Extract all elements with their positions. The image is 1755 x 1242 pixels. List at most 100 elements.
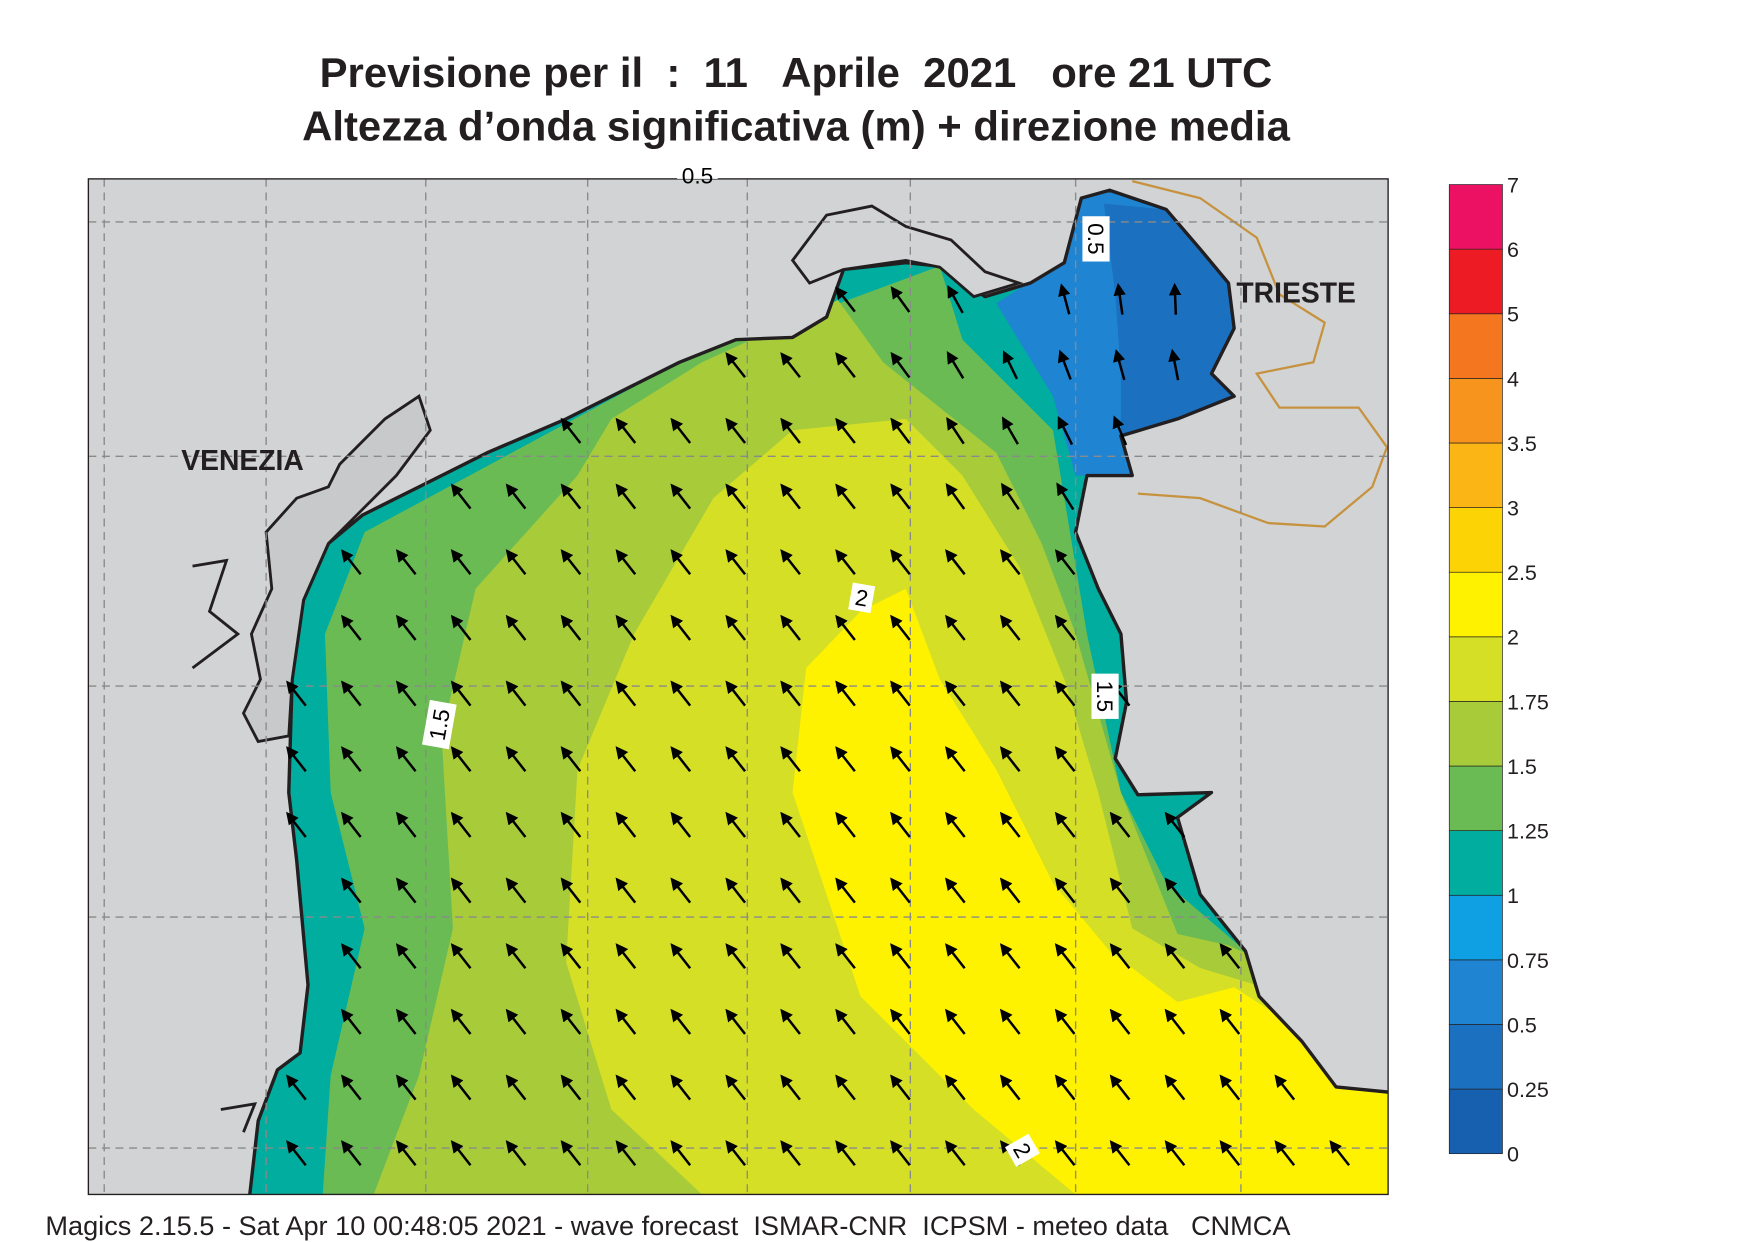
direction-arrow: [1058, 283, 1071, 315]
footer: Magics 2.15.5 - Sat Apr 10 00:48:05 2021…: [45, 1210, 1291, 1241]
direction-arrow: [946, 350, 965, 379]
direction-arrow: [890, 1140, 911, 1167]
direction-arrow: [945, 680, 966, 707]
direction-arrow: [505, 877, 527, 904]
direction-arrow: [341, 943, 362, 970]
direction-arrow: [890, 680, 911, 707]
direction-arrow: [835, 417, 856, 444]
direction-arrow: [780, 549, 801, 576]
colorbar: 0 0.25 0.5 0.75 1 1.25 1.5 1.75 2 2.5 3 3.5 4 5 6 7: [1448, 173, 1549, 1167]
direction-arrow: [670, 680, 692, 707]
title: Previsione per il : 11 Aprile 2021 ore 2…: [320, 49, 1273, 96]
direction-arrow: [725, 417, 747, 444]
direction-arrow: [615, 1074, 637, 1101]
direction-arrow: [1109, 1074, 1131, 1101]
direction-arrow: [1219, 1008, 1241, 1035]
direction-arrow: [615, 943, 637, 970]
direction-arrow: [615, 614, 637, 641]
direction-arrow: [1109, 811, 1131, 838]
direction-arrow: [615, 680, 637, 707]
colorbar-bin: [1448, 184, 1503, 250]
direction-arrow: [999, 614, 1021, 641]
contour-label: 0.5: [682, 163, 713, 188]
grid: [88, 178, 1389, 1195]
contour-label: 1.5: [425, 707, 455, 742]
direction-arrow: [725, 680, 747, 707]
direction-arrow: [286, 1140, 307, 1167]
direction-arrow: [450, 1140, 472, 1167]
direction-arrow: [395, 877, 417, 904]
colorbar-bin: [1448, 959, 1503, 1025]
direction-arrow: [835, 1140, 856, 1167]
direction-arrow: [670, 746, 692, 773]
direction-arrow: [945, 1074, 966, 1101]
border: [1131, 180, 1389, 528]
direction-arrow: [999, 1008, 1021, 1035]
direction-arrow: [1054, 614, 1076, 641]
direction-arrow: [1164, 1074, 1186, 1101]
direction-arrow: [780, 1140, 801, 1167]
direction-arrow: [835, 811, 856, 838]
direction-arrow: [670, 811, 692, 838]
direction-arrow: [615, 417, 637, 444]
direction-arrow: [450, 614, 472, 641]
direction-arrow: [1168, 348, 1181, 381]
direction-arrow: [890, 943, 911, 970]
colorbar-label: 1.5: [1507, 755, 1537, 779]
colorbar-bin: [1448, 701, 1503, 767]
direction-arrow: [341, 1140, 362, 1167]
direction-arrow: [1219, 1140, 1241, 1167]
direction-arrow: [560, 614, 582, 641]
direction-arrow: [1109, 877, 1131, 904]
direction-arrow: [505, 1074, 527, 1101]
direction-arrow: [1054, 877, 1076, 904]
direction-arrow: [670, 614, 692, 641]
colorbar-label: 1.25: [1507, 820, 1549, 844]
direction-arrow: [1274, 1140, 1296, 1167]
colorbar-label: 0.25: [1507, 1078, 1549, 1102]
direction-arrow: [945, 1008, 966, 1035]
colorbar-bin: [1448, 378, 1503, 444]
direction-arrow: [1054, 943, 1076, 970]
direction-arrow: [835, 614, 856, 641]
direction-arrow: [725, 1008, 747, 1035]
direction-arrow: [835, 1074, 856, 1101]
direction-arrow: [450, 1074, 472, 1101]
direction-arrow: [615, 1140, 637, 1167]
direction-arrow: [341, 811, 362, 838]
direction-arrow: [670, 1140, 692, 1167]
direction-arrow: [395, 1008, 417, 1035]
direction-arrow: [615, 811, 637, 838]
colorbar-bin: [1448, 1024, 1503, 1090]
direction-arrow: [1054, 680, 1076, 707]
direction-arrow: [395, 811, 417, 838]
direction-arrow: [890, 286, 911, 313]
direction-arrow: [999, 877, 1021, 904]
direction-arrow: [945, 1140, 966, 1167]
direction-arrow: [890, 549, 911, 576]
direction-arrow: [615, 746, 637, 773]
direction-arrow: [890, 483, 911, 510]
direction-arrow: [341, 549, 362, 576]
direction-arrow: [780, 943, 801, 970]
direction-arrow: [1057, 349, 1072, 380]
direction-arrow: [1164, 877, 1186, 904]
colorbar-label: 0.5: [1507, 1013, 1537, 1037]
direction-arrow: [286, 746, 307, 773]
direction-arrow: [286, 1074, 307, 1101]
direction-arrow: [395, 549, 417, 576]
direction-arrow: [560, 483, 582, 510]
direction-arrow: [615, 549, 637, 576]
direction-arrow: [341, 614, 362, 641]
direction-arrow: [1054, 1074, 1076, 1101]
lagoon: [241, 394, 432, 744]
direction-arrows: [286, 282, 1351, 1167]
direction-arrow: [725, 746, 747, 773]
direction-arrow: [945, 483, 966, 510]
colorbar-label: 4: [1507, 367, 1519, 391]
direction-arrow: [780, 680, 801, 707]
direction-arrow: [450, 746, 472, 773]
direction-arrow: [560, 417, 582, 444]
direction-arrow: [505, 680, 527, 707]
